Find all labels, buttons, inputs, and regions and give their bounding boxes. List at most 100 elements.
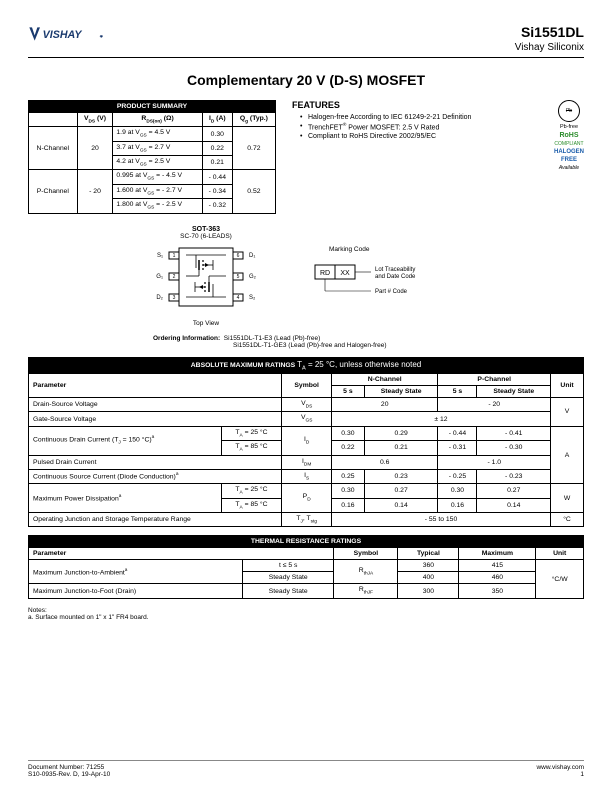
ps-col-vds: VDS (V) [77,113,113,127]
ordering-line1: Si1551DL-T1-E3 (Lead (Pb)-free) [224,335,320,342]
absolute-max-ratings-table: ABSOLUTE MAXIMUM RATINGS TA = 25 °C, unl… [28,357,584,528]
trr-cond: t ≤ 5 s [242,560,333,572]
ordering-info: Ordering Information: Si1551DL-T1-E3 (Le… [153,335,584,349]
feature-item: TrenchFET® Power MOSFET: 2.5 V Rated [300,123,538,131]
ps-col-id: ID (A) [202,113,232,127]
trr-col-max: Maximum [459,548,536,560]
amr-cell: 0.14 [364,498,438,512]
svg-text:D₁: D₁ [249,253,255,259]
amr-cell: V [551,398,584,427]
amr-cell: - 0.30 [477,441,551,455]
notes-title: Notes: [28,607,47,614]
amr-cell: 0.30 [438,484,477,498]
amr-cell: 0.21 [364,441,438,455]
amr-param: Gate-Source Voltage [29,412,282,426]
trr-param: Maximum Junction-to-Ambienta [29,560,243,584]
trr-cell: °C/W [536,560,584,598]
ordering-line2: Si1551DL-T1-GE3 (Lead (Pb)-free and Halo… [233,342,387,349]
amr-param: Maximum Power Dissipationa [29,484,222,513]
ps-cell: 1.9 at VGS = 4.5 V [113,127,202,141]
amr-param: Operating Junction and Storage Temperatu… [29,512,282,526]
amr-cell: °C [551,512,584,526]
amr-cell: 0.22 [331,441,364,455]
footer-url: www.vishay.com [536,764,584,771]
vishay-logo: VISHAY [28,24,108,44]
amr-cell: - 0.25 [438,469,477,483]
amr-col-param: Parameter [29,374,282,398]
manufacturer-subtitle: Vishay Siliconix [515,42,584,53]
amr-cell: IS [282,469,332,483]
pbfree-icon: Pb [558,100,580,122]
svg-text:2: 2 [173,274,176,280]
sot-view: Top View [151,320,261,327]
amr-cell: VGS [282,412,332,426]
ps-cell: 0.995 at VGS = - 4.5 V [113,170,202,184]
trr-param: Maximum Junction-to-Foot (Drain) [29,584,243,598]
marking-diagram: Marking Code RD XX Lot Traceability and … [311,246,461,307]
diagrams-row: SOT-363 SC-70 (6-LEADS) 1S₁ 2G₁ 3D₂ 6D₁ … [28,226,584,327]
ps-col-type [29,113,78,127]
amr-param: Drain-Source Voltage [29,398,282,412]
trr-cell: RthJF [334,584,398,598]
amr-cell: 0.29 [364,426,438,440]
ps-cell: 1.600 at VGS = - 2.7 V [113,184,202,198]
product-summary-table: PRODUCT SUMMARY VDS (V) RDS(on) (Ω) ID (… [28,100,276,214]
amr-cell: 0.14 [477,498,551,512]
features-section: FEATURES Halogen-free According to IEC 6… [292,100,538,214]
rohs-label: RoHS [559,132,578,139]
trr-col-param: Parameter [29,548,334,560]
page-header: VISHAY Si1551DL Vishay Siliconix [28,24,584,58]
amr-cell: 20 [331,398,437,412]
thermal-resistance-table: THERMAL RESISTANCE RATINGS ParameterSymb… [28,535,584,598]
ps-col-qg: Qg (Typ.) [232,113,275,127]
svg-text:S₁: S₁ [157,253,163,259]
ps-cell: 4.2 at VGS = 2.5 V [113,156,202,170]
ps-nch-qg: 0.72 [232,127,275,170]
marking-title: Marking Code [329,246,461,253]
sot-schematic-icon: 1S₁ 2G₁ 3D₂ 6D₁ 5G₂ 4S₂ [151,240,261,318]
amr-5s: 5 s [331,386,364,398]
ps-cell: 1.800 at VGS = - 2.5 V [113,199,202,213]
amr-ss: Steady State [477,386,551,398]
ps-cell: 0.22 [202,141,232,155]
trr-col-unit: Unit [536,548,584,560]
amr-cond: TA = 25 °C [221,426,282,440]
amr-cell: 0.30 [331,426,364,440]
doc-rev: S10-0935-Rev. D, 19-Apr-10 [28,771,110,778]
svg-text:3: 3 [173,295,176,301]
ps-pch-label: P-Channel [29,170,78,213]
feature-item: Compliant to RoHS Directive 2002/95/EC [300,133,538,140]
amr-col-nch: N-Channel [331,374,437,386]
features-title: FEATURES [292,100,538,110]
note-a: a. Surface mounted on 1" x 1" FR4 board. [28,614,149,621]
amr-cell: VDS [282,398,332,412]
marking-code-icon: RD XX Lot Traceability and Date Code Par… [311,255,461,305]
amr-cell: ID [282,426,332,455]
svg-text:G₁: G₁ [156,274,163,280]
svg-text:4: 4 [237,295,240,301]
svg-text:RD: RD [320,270,330,277]
trr-cell: 460 [459,572,536,584]
amr-5s: 5 s [438,386,477,398]
ps-nch-vds: 20 [77,127,113,170]
compliance-badges: Pb Pb-free RoHS COMPLIANT HALOGEN FREE A… [554,100,584,214]
amr-param: Continuous Source Current (Diode Conduct… [29,469,282,483]
trr-cell: RthJA [334,560,398,584]
notes-section: Notes: a. Surface mounted on 1" x 1" FR4… [28,607,584,621]
amr-cell: 0.30 [331,484,364,498]
amr-param: Pulsed Drain Current [29,455,282,469]
page-footer: Document Number: 71255 S10-0935-Rev. D, … [28,760,584,778]
amr-ss: Steady State [364,386,438,398]
summary-features-row: PRODUCT SUMMARY VDS (V) RDS(on) (Ω) ID (… [28,100,584,214]
footer-left: Document Number: 71255 S10-0935-Rev. D, … [28,764,110,778]
svg-text:D₂: D₂ [156,295,163,301]
hfree-label2: FREE [561,157,577,163]
amr-cond: TA = 85 °C [221,441,282,455]
main-title: Complementary 20 V (D-S) MOSFET [28,72,584,88]
ps-cell: 0.30 [202,127,232,141]
product-summary-title: PRODUCT SUMMARY [29,101,276,113]
header-right: Si1551DL Vishay Siliconix [515,24,584,53]
amr-col-symbol: Symbol [282,374,332,398]
amr-cell: A [551,426,584,483]
ps-nch-label: N-Channel [29,127,78,170]
